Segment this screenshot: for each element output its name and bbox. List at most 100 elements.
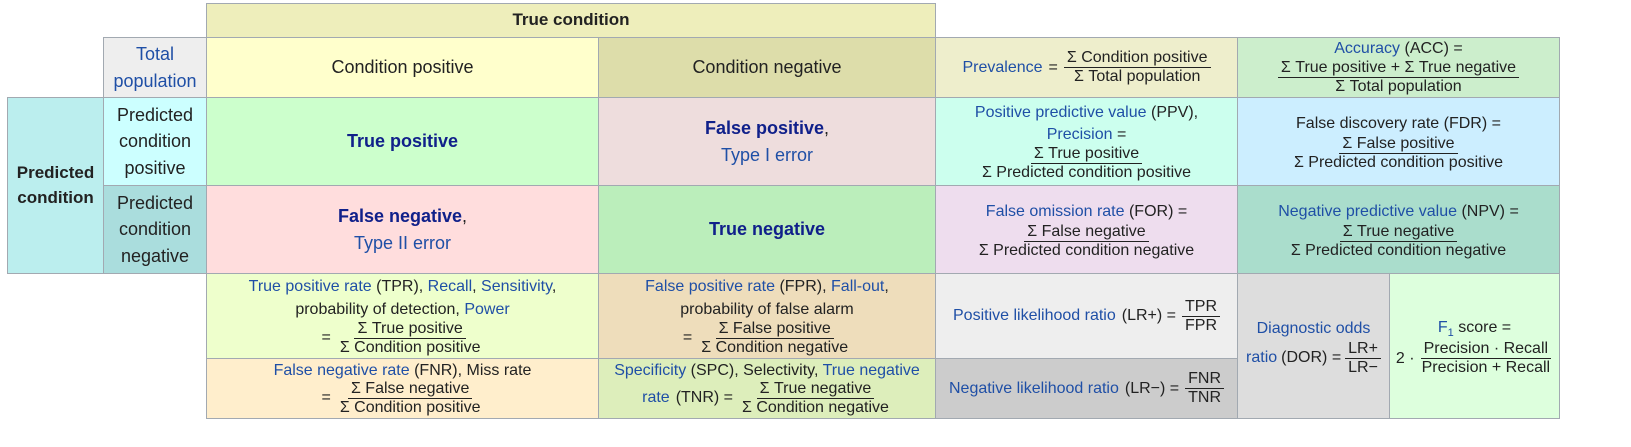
fpr-cell: False positive rate (FPR), Fall-out, pro… — [598, 273, 936, 359]
fnr-fraction: Σ False negative Σ Condition positive — [337, 381, 484, 416]
fdr-fraction: Σ False positive Σ Predicted condition p… — [1291, 135, 1506, 171]
prevalence-denominator: Σ Total population — [1073, 68, 1201, 85]
prevalence-label: Prevalence — [962, 58, 1043, 76]
f1-label: F — [1437, 318, 1448, 336]
tpr-sep: , — [472, 278, 477, 296]
tpr-abbr: (TPR), — [376, 278, 424, 296]
accuracy-abbr: (ACC) = — [1404, 39, 1463, 57]
sensitivity-label: Sensitivity — [481, 278, 552, 296]
f1-prefix: 2 · — [1395, 349, 1415, 367]
ppv-denominator: Σ Predicted condition positive — [981, 164, 1192, 182]
fnr-denominator: Σ Condition positive — [339, 399, 481, 417]
fpr-denominator: Σ Condition negative — [701, 338, 849, 356]
f1-subscript: 1 — [1447, 326, 1454, 339]
fdr-cell: False discovery rate (FDR) = Σ False pos… — [1237, 97, 1560, 186]
predicted-condition-header: Predicted condition — [7, 97, 104, 274]
dor-abbr: (DOR) = — [1281, 349, 1342, 366]
for-fraction: Σ False negative Σ Predicted condition n… — [976, 223, 1197, 259]
tpr-cell: True positive rate (TPR), Recall, Sensit… — [206, 273, 599, 359]
dor-denominator: LR− — [1348, 358, 1378, 376]
tpr-label: True positive rate — [248, 278, 372, 296]
predicted-negative-label: Predicted condition negative — [116, 193, 194, 266]
fnr-numerator: Σ False negative — [347, 381, 473, 400]
tnr-line2: rate — [642, 389, 670, 407]
lr-positive-label: Positive likelihood ratio — [953, 307, 1116, 325]
accuracy-numerator: Σ True positive + Σ True negative — [1277, 59, 1520, 78]
ppv-eq: = — [1116, 126, 1127, 143]
npv-cell: Negative predictive value (NPV) = Σ True… — [1237, 185, 1560, 274]
lr-negative-denominator: TNR — [1188, 389, 1221, 406]
true-positive-cell: True positive — [206, 97, 599, 186]
specificity-label: Specificity — [614, 361, 687, 379]
for-abbr: (FOR) = — [1128, 203, 1188, 221]
specificity-cell: Specificity (SPC), Selectivity, True neg… — [598, 358, 936, 419]
recall-label: Recall — [427, 278, 473, 296]
for-cell: False omission rate (FOR) = Σ False nega… — [935, 185, 1238, 274]
total-population-cell: Total population — [103, 37, 207, 98]
fdr-label: False discovery rate (FDR) = — [1296, 115, 1501, 133]
dor-label2: ratio — [1246, 349, 1278, 366]
false-positive-comma: , — [824, 118, 830, 139]
tpr-sep2: , — [551, 278, 557, 296]
true-condition-header: True condition — [206, 3, 936, 38]
f1-denominator: Precision + Recall — [1421, 359, 1551, 377]
for-numerator: Σ False negative — [1024, 223, 1149, 242]
ppv-abbr: (PPV), — [1150, 103, 1199, 121]
lr-positive-fraction: TPR FPR — [1182, 298, 1220, 334]
f1-cell: F1 score = 2 · Precision · Recall Precis… — [1389, 273, 1560, 419]
dor-cell: Diagnostic odds ratio (DOR) = LR+ LR− — [1237, 273, 1390, 419]
f1-label2: score = — [1458, 318, 1512, 336]
fnr-cell: False negative rate (FNR), Miss rate = Σ… — [206, 358, 599, 419]
lr-negative-numerator: FNR — [1185, 371, 1224, 389]
npv-numerator: Σ True negative — [1339, 223, 1458, 242]
specificity-denominator: Σ Condition negative — [742, 399, 889, 417]
tnr-label: True negative — [822, 361, 920, 379]
lr-negative-label: Negative likelihood ratio — [948, 379, 1119, 397]
ppv-cell: Positive predictive value (PPV), Precisi… — [935, 97, 1238, 186]
accuracy-denominator: Σ Total population — [1335, 77, 1462, 95]
type-i-error-label: Type I error — [720, 144, 814, 165]
false-positive-cell: False positive, Type I error — [598, 97, 936, 186]
fnr-label: False negative rate — [273, 361, 410, 379]
tpr-denominator: Σ Condition positive — [339, 338, 481, 356]
lr-negative-cell: Negative likelihood ratio (LR−) = FNR TN… — [935, 358, 1238, 419]
prevalence-fraction: Σ Condition positive Σ Total population — [1063, 50, 1211, 85]
lr-positive-denominator: FPR — [1185, 316, 1217, 334]
condition-positive-label: Condition positive — [331, 57, 474, 78]
ppv-fraction: Σ True positive Σ Predicted condition po… — [979, 146, 1194, 181]
f1-numerator: Precision · Recall — [1420, 341, 1552, 360]
lr-negative-fraction: FNR TNR — [1185, 371, 1224, 406]
total-population-label: Total population — [113, 44, 197, 91]
npv-label: Negative predictive value — [1278, 203, 1457, 221]
fdr-denominator: Σ Predicted condition positive — [1293, 153, 1504, 171]
specificity-abbr: (SPC), Selectivity, — [690, 361, 819, 379]
true-positive-label: True positive — [346, 131, 459, 152]
tnr-abbr: (TNR) = — [675, 389, 734, 407]
npv-abbr: (NPV) = — [1461, 203, 1519, 221]
tpr-fraction: Σ True positive Σ Condition positive — [337, 320, 484, 356]
fpr-label: False positive rate — [645, 278, 775, 296]
true-condition-label: True condition — [512, 10, 630, 30]
fnr-eq: = — [321, 389, 331, 407]
condition-negative-label: Condition negative — [692, 57, 842, 78]
ppv-numerator: Σ True positive — [1030, 146, 1143, 165]
predicted-positive-label: Predicted condition positive — [116, 105, 194, 178]
lr-positive-numerator: TPR — [1182, 298, 1220, 317]
fdr-numerator: Σ False positive — [1339, 135, 1458, 154]
npv-fraction: Σ True negative Σ Predicted condition ne… — [1288, 223, 1509, 259]
npv-denominator: Σ Predicted condition negative — [1290, 241, 1507, 259]
false-negative-cell: False negative, Type II error — [206, 185, 599, 274]
prevalence-numerator: Σ Condition positive — [1063, 50, 1211, 68]
tpr-eq: = — [321, 329, 331, 347]
dor-fraction: LR+ LR− — [1345, 340, 1381, 376]
tpr-line2: probability of detection, — [295, 300, 460, 318]
fpr-abbr: (FPR), — [779, 278, 827, 296]
f1-fraction: Precision · Recall Precision + Recall — [1419, 341, 1554, 376]
dor-numerator: LR+ — [1345, 340, 1381, 359]
lr-negative-abbr: (LR−) = — [1124, 379, 1180, 397]
specificity-numerator: Σ True negative — [756, 381, 875, 400]
fpr-eq: = — [682, 329, 693, 347]
fnr-abbr: (FNR), Miss rate — [414, 361, 532, 379]
accuracy-cell: Accuracy (ACC) = Σ True positive + Σ Tru… — [1237, 37, 1560, 98]
false-negative-comma: , — [462, 206, 468, 227]
